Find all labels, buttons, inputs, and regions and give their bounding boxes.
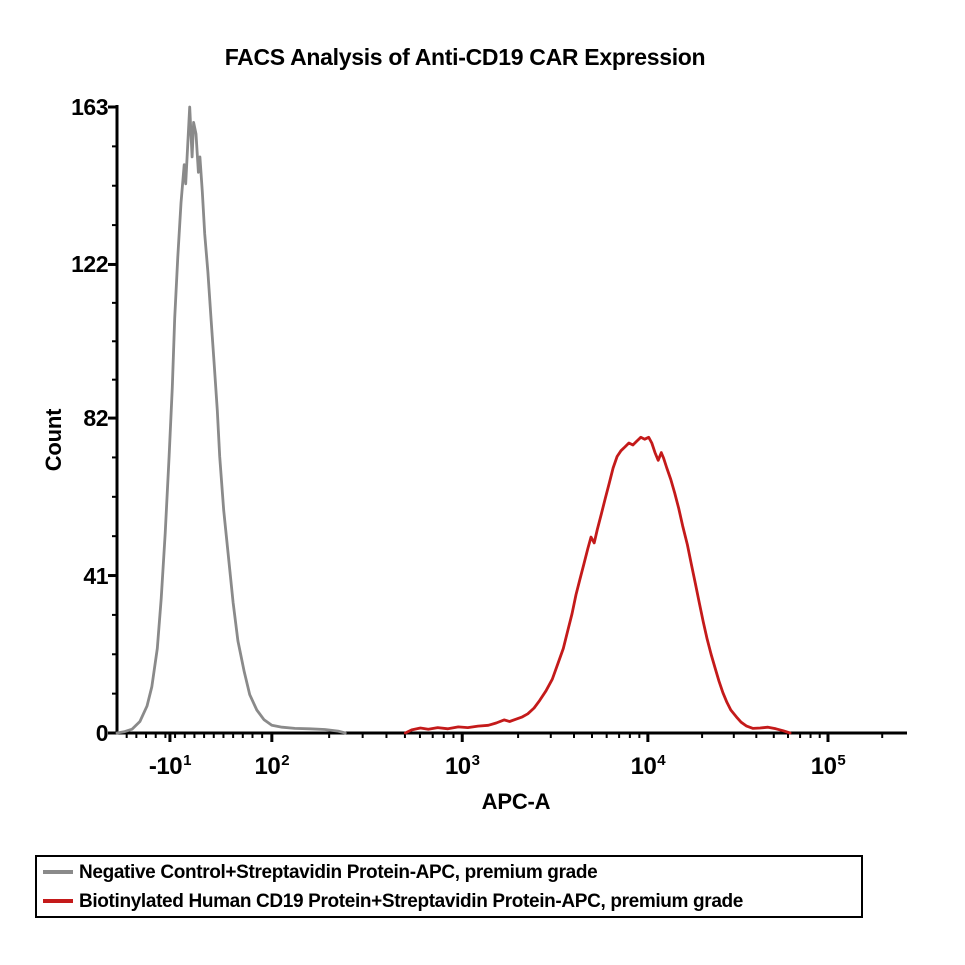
legend-box: Negative Control+Streptavidin Protein-AP… <box>35 855 863 918</box>
x-tick-exponent: 5 <box>837 752 846 769</box>
x-tick-base: 10 <box>444 753 471 780</box>
x-tick-label-1000: 103 <box>444 752 480 781</box>
x-tick-label--10: -101 <box>148 752 192 781</box>
histogram-plot-area <box>108 105 907 742</box>
legend-line-swatch <box>43 899 73 903</box>
x-tick-exponent: 3 <box>471 752 480 769</box>
x-tick-label-100000: 105 <box>810 752 846 781</box>
x-tick-exponent: 2 <box>281 752 290 769</box>
x-tick-base: 10 <box>630 753 657 780</box>
legend-item-label: Biotinylated Human CD19 Protein+Streptav… <box>79 890 744 912</box>
x-tick-exponent: 1 <box>183 752 191 769</box>
y-tick-label-0: 0 <box>95 720 109 746</box>
chart-title: FACS Analysis of Anti-CD19 CAR Expressio… <box>224 44 706 70</box>
y-tick-label-163: 163 <box>71 94 108 120</box>
x-tick-label-10000: 104 <box>630 752 666 781</box>
x-tick-base: -10 <box>148 753 183 780</box>
x-tick-exponent: 4 <box>657 752 666 769</box>
x-axis-label: APC-A <box>481 789 551 814</box>
series-curve-negative-control <box>115 105 347 735</box>
y-tick-label-122: 122 <box>71 251 108 278</box>
x-tick-label-100: 102 <box>254 752 290 781</box>
y-tick-label-41: 41 <box>83 562 108 589</box>
legend-item-label: Negative Control+Streptavidin Protein-AP… <box>79 861 598 883</box>
y-tick-label-82: 82 <box>83 405 108 432</box>
x-tick-base: 10 <box>254 753 281 780</box>
series-curve-cd19 <box>403 435 792 735</box>
legend-item: Biotinylated Human CD19 Protein+Streptav… <box>43 887 855 916</box>
legend-line-swatch <box>43 870 73 874</box>
x-tick-base: 10 <box>810 753 837 780</box>
legend-item: Negative Control+Streptavidin Protein-AP… <box>43 858 855 887</box>
